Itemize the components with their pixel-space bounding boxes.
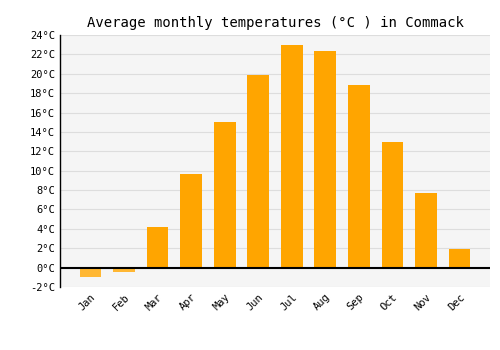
Bar	[415, 193, 437, 268]
Bar	[281, 45, 302, 268]
Bar	[382, 142, 404, 268]
Bar	[348, 85, 370, 268]
Title: Average monthly temperatures (°C ) in Commack: Average monthly temperatures (°C ) in Co…	[86, 16, 464, 30]
Bar	[314, 50, 336, 268]
Bar	[113, 268, 135, 272]
Bar	[146, 227, 169, 268]
Bar	[180, 174, 202, 268]
Bar	[248, 75, 269, 268]
Bar	[80, 268, 102, 277]
Bar	[214, 122, 236, 268]
Bar	[448, 249, 470, 268]
